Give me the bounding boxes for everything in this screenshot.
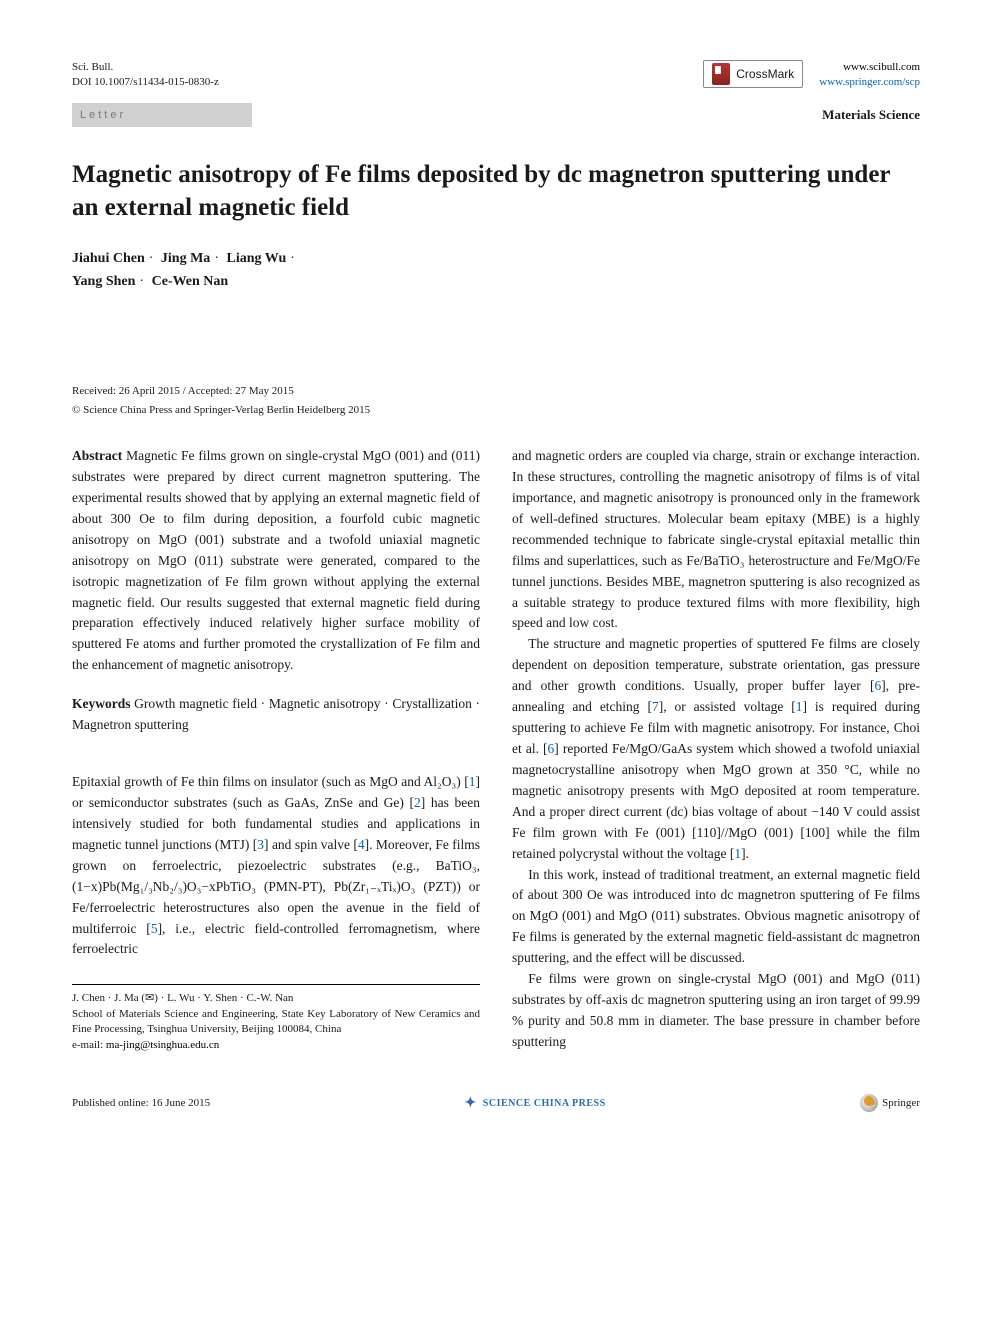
author-2: Jing Ma [161, 251, 210, 266]
body-text: Epitaxial growth of Fe thin films on ins… [72, 774, 469, 789]
affil-authors: J. Chen · J. Ma (✉) · L. Wu · Y. Shen · … [72, 991, 480, 1006]
press-icon: ✦ [465, 1093, 477, 1114]
affil-email-line: e-mail: ma-jing@tsinghua.edu.cn [72, 1038, 480, 1053]
abstract-label: Abstract [72, 448, 122, 463]
letter-bar: Letter Materials Science [72, 103, 920, 128]
header-right: CrossMark www.scibull.com www.springer.c… [703, 60, 920, 91]
body-text: ] and spin valve [ [264, 837, 358, 852]
body-p2: and magnetic orders are coupled via char… [512, 446, 920, 634]
ref-link-1[interactable]: 1 [469, 774, 476, 789]
keywords-text: Growth magnetic field · Magnetic anisotr… [72, 696, 480, 732]
author-3: Liang Wu [226, 251, 286, 266]
journal-name: Sci. Bull. [72, 60, 219, 75]
springer-label: Springer [882, 1095, 920, 1112]
author-sep: · [145, 251, 158, 266]
body-p1: Epitaxial growth of Fe thin films on ins… [72, 772, 480, 960]
author-sep: · [286, 251, 299, 266]
body-p3: The structure and magnetic properties of… [512, 634, 920, 864]
affil-address: School of Materials Science and Engineer… [72, 1007, 480, 1038]
received-accepted: Received: 26 April 2015 / Accepted: 27 M… [72, 383, 920, 400]
ref-link-5[interactable]: 5 [151, 921, 158, 936]
author-sep: · [135, 274, 148, 289]
column-left: Abstract Magnetic Fe films grown on sing… [72, 446, 480, 1053]
ref-link-1b[interactable]: 1 [796, 699, 803, 714]
crossmark-icon [712, 63, 730, 85]
header-left: Sci. Bull. DOI 10.1007/s11434-015-0830-z [72, 60, 219, 91]
body-text: ]. [741, 846, 749, 861]
abstract-text: Magnetic Fe films grown on single-crysta… [72, 448, 480, 672]
body-text: The structure and magnetic properties of… [512, 636, 920, 693]
author-5: Ce-Wen Nan [152, 274, 229, 289]
header-top: Sci. Bull. DOI 10.1007/s11434-015-0830-z… [72, 60, 920, 91]
article-type-label: Letter [72, 103, 252, 128]
keywords-label: Keywords [72, 696, 131, 711]
affiliation-block: J. Chen · J. Ma (✉) · L. Wu · Y. Shen · … [72, 984, 480, 1053]
ref-link-2[interactable]: 2 [414, 795, 421, 810]
springer-logo: Springer [860, 1094, 920, 1112]
header-links: www.scibull.com www.springer.com/scp [819, 60, 920, 91]
abstract: Abstract Magnetic Fe films grown on sing… [72, 446, 480, 676]
ref-link-4[interactable]: 4 [358, 837, 365, 852]
press-logo: ✦ SCIENCE CHINA PRESS [465, 1093, 606, 1114]
footer: Published online: 16 June 2015 ✦ SCIENCE… [72, 1093, 920, 1114]
article-title: Magnetic anisotropy of Fe films deposite… [72, 159, 920, 224]
author-sep: · [210, 251, 223, 266]
author-4: Yang Shen [72, 274, 135, 289]
body-p5: Fe films were grown on single-crystal Mg… [512, 969, 920, 1053]
copyright: © Science China Press and Springer-Verla… [72, 402, 920, 419]
body-text: ] reported Fe/MgO/GaAs system which show… [512, 741, 920, 861]
springer-horse-icon [860, 1094, 878, 1112]
link-scibull[interactable]: www.scibull.com [843, 61, 920, 73]
press-label: SCIENCE CHINA PRESS [483, 1096, 606, 1111]
body-text: ], or assisted voltage [ [659, 699, 796, 714]
body-p4: In this work, instead of traditional tre… [512, 865, 920, 970]
published-online: Published online: 16 June 2015 [72, 1095, 210, 1112]
author-email[interactable]: ma-jing@tsinghua.edu.cn [106, 1039, 219, 1051]
link-springer-scp[interactable]: www.springer.com/scp [819, 76, 920, 88]
section-name: Materials Science [822, 105, 920, 125]
page: Sci. Bull. DOI 10.1007/s11434-015-0830-z… [0, 0, 992, 1164]
columns: Abstract Magnetic Fe films grown on sing… [72, 446, 920, 1053]
ref-link-7[interactable]: 7 [652, 699, 659, 714]
crossmark-badge[interactable]: CrossMark [703, 60, 803, 88]
column-right: and magnetic orders are coupled via char… [512, 446, 920, 1053]
doi: DOI 10.1007/s11434-015-0830-z [72, 75, 219, 90]
authors: Jiahui Chen· Jing Ma· Liang Wu· Yang She… [72, 248, 920, 293]
email-label: e-mail: [72, 1039, 106, 1051]
crossmark-label: CrossMark [736, 65, 794, 83]
author-1: Jiahui Chen [72, 251, 145, 266]
keywords: Keywords Growth magnetic field · Magneti… [72, 694, 480, 736]
